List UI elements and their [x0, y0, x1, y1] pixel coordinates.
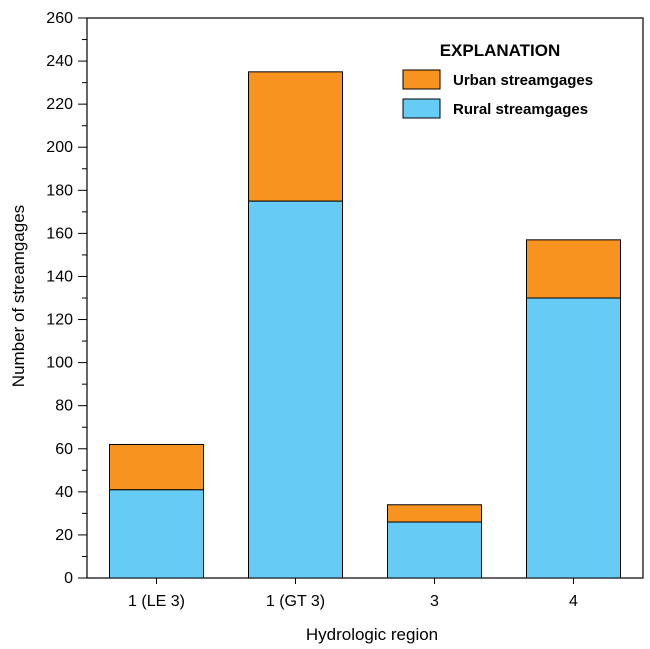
- x-tick-label: 3: [430, 593, 439, 610]
- legend-swatch-urban: [402, 69, 441, 90]
- x-tick-label: 4: [569, 593, 578, 610]
- bar-rural-2: [387, 521, 482, 579]
- y-tick-label: 260: [46, 10, 73, 27]
- legend-title: EXPLANATION: [440, 41, 561, 60]
- y-axis-title: Number of streamgages: [9, 205, 28, 387]
- legend-label-urban: Urban streamgages: [453, 72, 593, 89]
- bar-urban-1: [248, 71, 343, 202]
- x-tick-label: 1 (LE 3): [128, 593, 185, 610]
- bar-urban-2: [387, 504, 482, 523]
- legend-swatch-rural: [402, 98, 441, 119]
- bar-rural-1: [248, 200, 343, 579]
- legend: EXPLANATION Urban streamgages Rural stre…: [402, 41, 593, 119]
- y-axis: 0 20 40 60 80 100 120 140 160 180 200 220 240 260: [46, 10, 87, 587]
- y-tick-label: 200: [46, 139, 73, 156]
- y-tick-label: 60: [55, 441, 73, 458]
- y-tick-label: 80: [55, 398, 73, 415]
- y-tick-label: 180: [46, 182, 73, 199]
- legend-label-rural: Rural streamgages: [453, 101, 588, 118]
- y-tick-label: 140: [46, 268, 73, 285]
- bar-rural-0: [109, 489, 204, 579]
- bar-urban-0: [109, 443, 204, 491]
- y-tick-label: 40: [55, 484, 73, 501]
- x-axis-title: Hydrologic region: [306, 625, 438, 644]
- x-axis: 1 (LE 3) 1 (GT 3) 3 4: [128, 578, 578, 610]
- bar-urban-3: [526, 239, 621, 299]
- y-tick-label: 120: [46, 312, 73, 329]
- y-tick-label: 160: [46, 225, 73, 242]
- y-tick-label: 240: [46, 53, 73, 70]
- y-tick-label: 100: [46, 355, 73, 372]
- bar-rural-3: [526, 297, 621, 579]
- x-tick-label: 1 (GT 3): [266, 593, 325, 610]
- y-tick-label: 220: [46, 96, 73, 113]
- y-tick-label: 20: [55, 527, 73, 544]
- y-tick-label: 0: [64, 570, 73, 587]
